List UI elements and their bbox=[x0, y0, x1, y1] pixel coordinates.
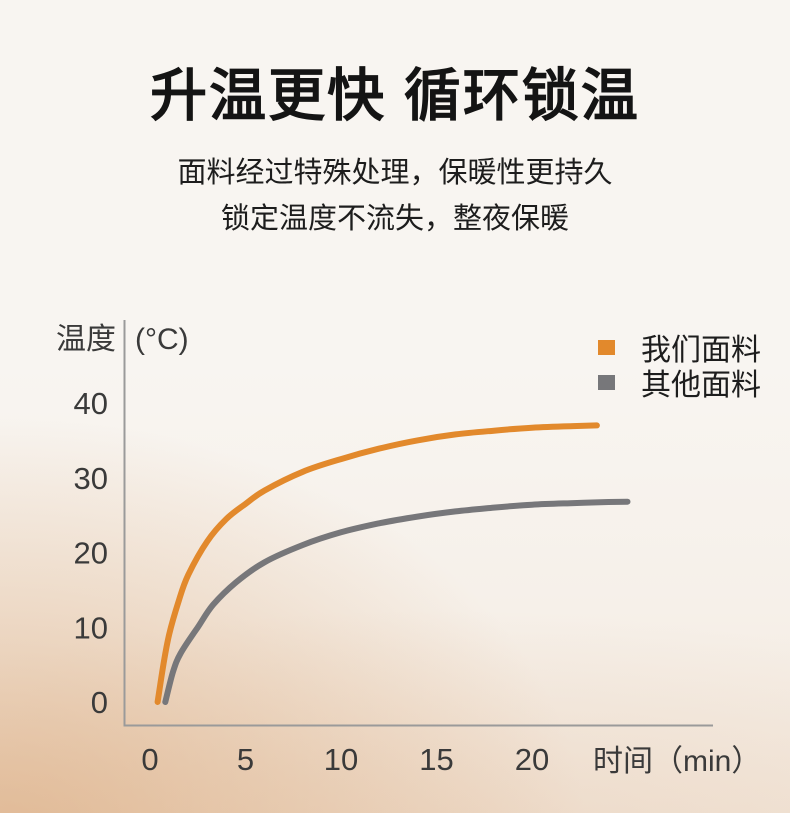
y-tick-label: 20 bbox=[74, 536, 108, 571]
y-tick-label: 30 bbox=[74, 461, 108, 496]
legend-label-our-fabric: 我们面料 bbox=[641, 334, 761, 367]
y-tick-label: 40 bbox=[74, 386, 108, 421]
subtitle-line-2: 锁定温度不流失，整夜保暖 bbox=[220, 203, 569, 235]
legend-swatch-our-fabric-icon bbox=[598, 339, 615, 355]
subtitle-line-1: 面料经过特殊处理，保暖性更持久 bbox=[177, 157, 613, 189]
curve-our-fabric bbox=[154, 422, 600, 705]
x-tick-label: 15 bbox=[419, 742, 453, 777]
legend-label-other-fabric: 其他面料 bbox=[641, 369, 761, 402]
x-tick-label: 0 bbox=[141, 742, 158, 777]
legend-item-other-fabric: 其他面料 bbox=[598, 368, 761, 402]
y-tick-label: 0 bbox=[91, 685, 108, 720]
legend-swatch-other-fabric-icon bbox=[598, 374, 615, 390]
x-tick-label: 20 bbox=[515, 742, 549, 777]
curve-other-fabric bbox=[162, 498, 631, 705]
x-tick-label: 5 bbox=[237, 742, 254, 777]
chart-curves bbox=[154, 422, 631, 705]
y-axis-ticks: 0 10 20 30 40 bbox=[74, 386, 108, 720]
subtitle: 面料经过特殊处理，保暖性更持久 锁定温度不流失，整夜保暖 bbox=[0, 150, 790, 242]
page-title: 升温更快 循环锁温 bbox=[150, 64, 640, 128]
y-tick-label: 10 bbox=[74, 610, 108, 645]
x-axis-ticks: 0 5 10 15 20 bbox=[141, 742, 549, 777]
y-axis-unit: (°C) bbox=[135, 323, 189, 356]
chart-legend: 我们面料 其他面料 bbox=[598, 333, 761, 402]
x-axis-title: 时间（min） bbox=[593, 745, 761, 778]
legend-item-our-fabric: 我们面料 bbox=[598, 333, 761, 367]
x-tick-label: 10 bbox=[324, 742, 358, 777]
y-axis-title: 温度 bbox=[56, 323, 116, 356]
